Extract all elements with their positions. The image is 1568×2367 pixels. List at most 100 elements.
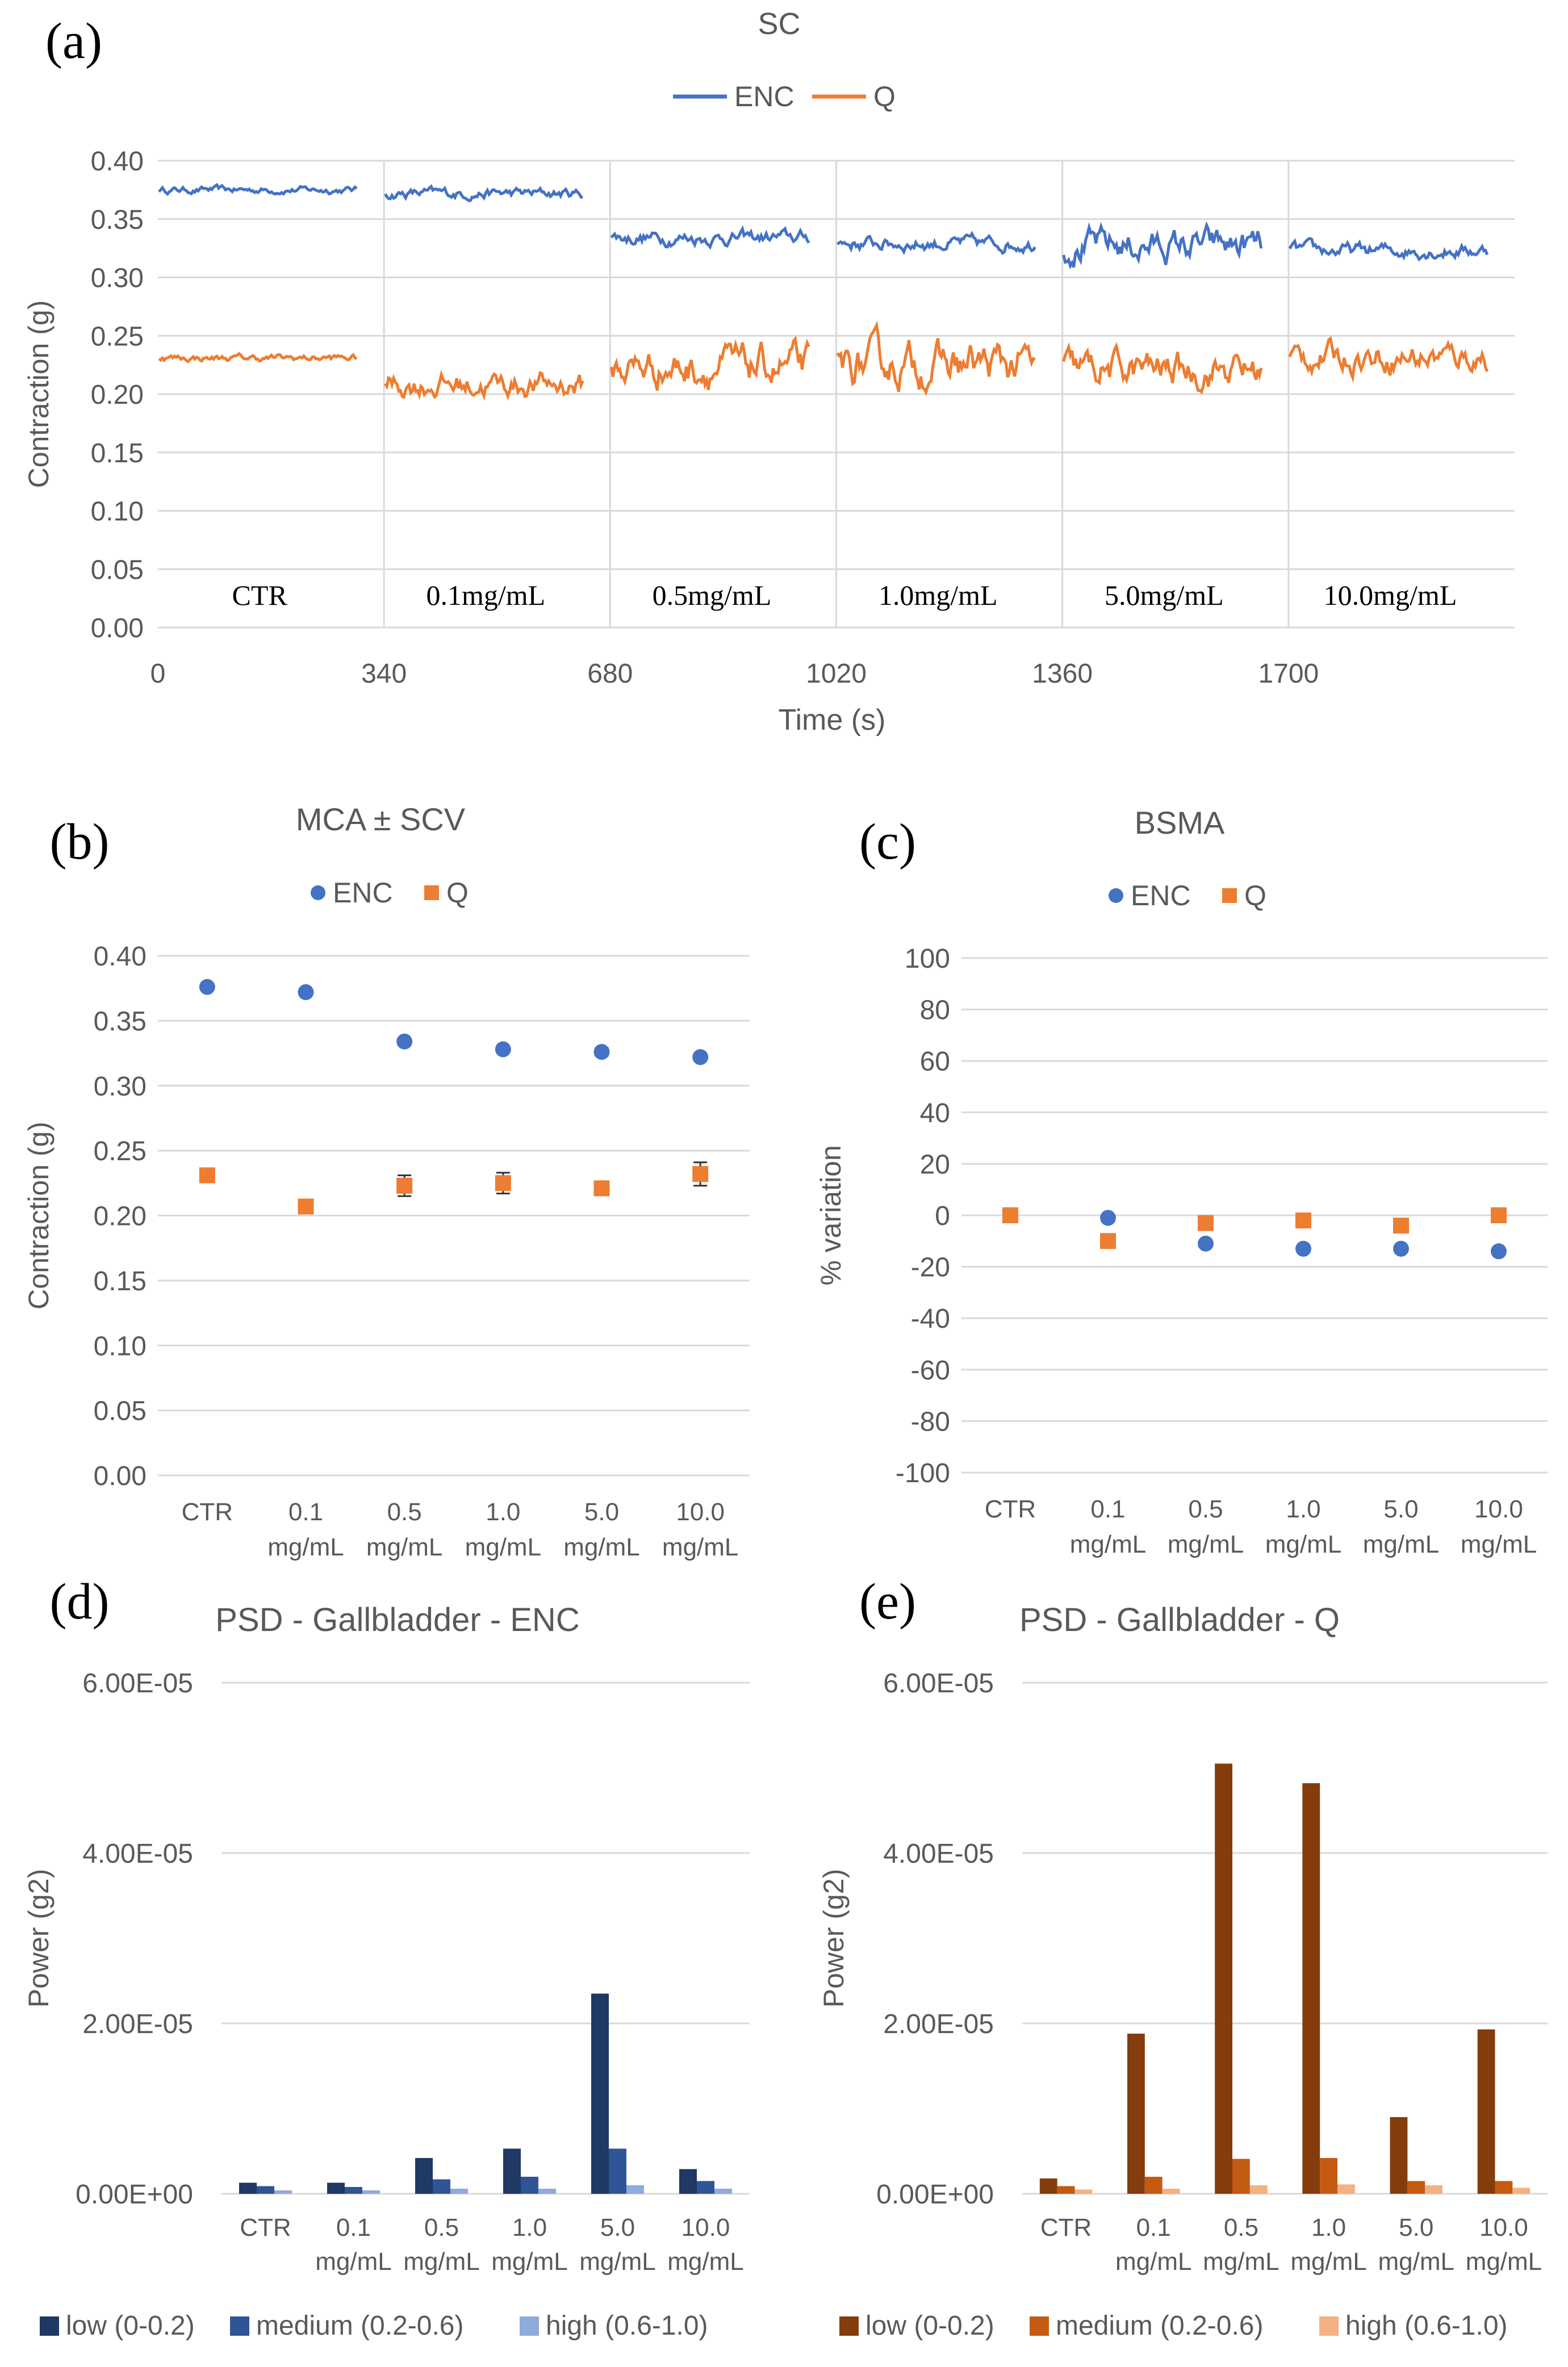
bar-high (274, 2190, 292, 2194)
x-tick-b: CTR (182, 1498, 233, 1526)
point-enc (199, 978, 215, 995)
y-tick-b: 0.00 (94, 1461, 147, 1491)
x-tick-e: CTR (1040, 2214, 1092, 2241)
bar-low (1215, 1763, 1232, 2194)
x-tick-d: 0.1 (336, 2214, 371, 2241)
bar-high (1512, 2188, 1531, 2194)
y-tick-a: 0.10 (91, 497, 144, 527)
bar-medium (1320, 2158, 1337, 2194)
legend-d: low (0-0.2) medium (0.2-0.6) high (0.6-1.0… (40, 2311, 708, 2341)
x-tick-a: 1700 (1258, 659, 1319, 689)
x-tick-unit-b: mg/mL (366, 1533, 442, 1561)
y-tick-c: -100 (896, 1458, 950, 1488)
point-q (1002, 1207, 1018, 1223)
x-tick-b: 5.0 (584, 1498, 619, 1526)
x-tick-a: 680 (587, 659, 633, 689)
point-enc (1295, 1240, 1311, 1257)
x-tick-unit-c: mg/mL (1070, 1530, 1146, 1558)
x-tick-unit-b: mg/mL (563, 1533, 639, 1561)
x-tick-unit-c: mg/mL (1461, 1530, 1537, 1558)
legend-a: ENC Q (673, 81, 896, 112)
bar-high (714, 2189, 732, 2194)
x-tick-c: 5.0 (1383, 1495, 1418, 1523)
x-tick-unit-e: mg/mL (1466, 2248, 1542, 2276)
panel-b: (b) MCA ± SCV ENC Q 0.00 0.05 0.10 0.15 0.20 0.25… (23, 801, 750, 1561)
legend-swatch-medium (1030, 2316, 1049, 2336)
y-tick-a: 0.40 (91, 147, 144, 177)
panel-a: (a) SC ENC Q 0.00 0.05 0.10 0.15 0.20 0.25 0.30 0.3… (23, 7, 1515, 737)
x-tick-b: 0.1 (288, 1498, 323, 1526)
y-tick-c: 100 (905, 944, 950, 974)
legend-swatch-low (839, 2316, 859, 2336)
y-tick-a: 0.35 (91, 205, 144, 235)
legend-enc-label: ENC (734, 81, 795, 112)
panel-label-d: (d) (50, 1574, 110, 1630)
y-tick-c: 40 (920, 1098, 950, 1128)
bar-high (538, 2189, 556, 2194)
panel-e: (e) PSD - Gallbladder - Q 0.00E+00 2.00E-05… (818, 1574, 1548, 2341)
x-tick-unit-e: mg/mL (1203, 2248, 1279, 2276)
x-tick-b: 1.0 (486, 1498, 520, 1526)
y-tick-c: 20 (920, 1149, 950, 1180)
y-tick-a: 0.20 (91, 380, 144, 410)
x-tick-a: 340 (361, 659, 407, 689)
bar-low (679, 2169, 697, 2194)
legend-swatch-high (1319, 2316, 1339, 2336)
point-enc (298, 984, 314, 1001)
legend-enc-b-label: ENC (333, 877, 393, 909)
x-tick-unit-c: mg/mL (1363, 1530, 1439, 1558)
panel-label-a: (a) (45, 13, 102, 69)
bar-medium (257, 2186, 274, 2194)
legend-label-high: high (0.6-1.0) (546, 2311, 708, 2341)
y-tick-c: -60 (911, 1356, 950, 1386)
trace-q-5 (1062, 341, 1263, 395)
segment-label-4: 1.0mg/mL (879, 579, 998, 611)
legend-q-c-label: Q (1244, 880, 1266, 911)
chart-title-b: MCA ± SCV (296, 801, 466, 837)
y-tick-a: 0.05 (91, 555, 144, 585)
y-tick-d: 6.00E-05 (82, 1668, 193, 1699)
point-enc (495, 1041, 511, 1057)
x-tick-a: 1020 (806, 659, 867, 689)
legend-e: low (0-0.2) medium (0.2-0.6) high (0.6-1.0… (839, 2311, 1508, 2341)
bar-high (1249, 2185, 1268, 2194)
bar-high (626, 2185, 644, 2194)
y-axis-label-b: Contraction (g) (23, 1122, 55, 1310)
bar-medium (609, 2148, 626, 2194)
point-q (1100, 1233, 1116, 1249)
x-tick-d: CTR (240, 2214, 291, 2241)
bar-low (1127, 2034, 1145, 2194)
bar-medium (1232, 2159, 1250, 2194)
chart-title-d: PSD - Gallbladder - ENC (215, 1601, 579, 1638)
x-tick-c: 0.5 (1188, 1495, 1223, 1523)
point-q (199, 1167, 215, 1184)
point-enc (692, 1049, 709, 1065)
panel-label-c: (c) (859, 814, 916, 870)
x-tick-e: 5.0 (1399, 2214, 1433, 2241)
trace-q-1 (158, 352, 358, 363)
legend-b: ENC Q (311, 877, 469, 909)
bar-low (1477, 2029, 1495, 2194)
bar-medium (1057, 2186, 1075, 2194)
chart-title-a: SC (758, 7, 800, 41)
segment-label-1: CTR (232, 579, 288, 611)
x-tick-c: 0.1 (1090, 1495, 1125, 1523)
chart-title-e: PSD - Gallbladder - Q (1019, 1601, 1340, 1638)
bar-medium (697, 2181, 714, 2194)
point-enc (396, 1033, 413, 1049)
legend-label-medium: medium (0.2-0.6) (1056, 2311, 1263, 2341)
trace-enc-4 (836, 231, 1036, 256)
y-tick-b: 0.15 (94, 1266, 147, 1297)
bar-medium (345, 2187, 362, 2194)
legend-c: ENC Q (1109, 880, 1266, 911)
y-tick-b: 0.30 (94, 1072, 147, 1102)
point-q (396, 1177, 413, 1194)
panel-d: (d) PSD - Gallbladder - ENC 0.00E+00 2.00E-… (23, 1574, 750, 2341)
legend-swatch-medium (230, 2316, 249, 2336)
point-q (298, 1198, 314, 1215)
x-tick-a: 0 (150, 659, 166, 689)
x-tick-unit-d: mg/mL (579, 2248, 655, 2276)
y-axis-label-a: Contraction (g) (23, 300, 55, 488)
y-tick-c: -80 (911, 1407, 950, 1437)
